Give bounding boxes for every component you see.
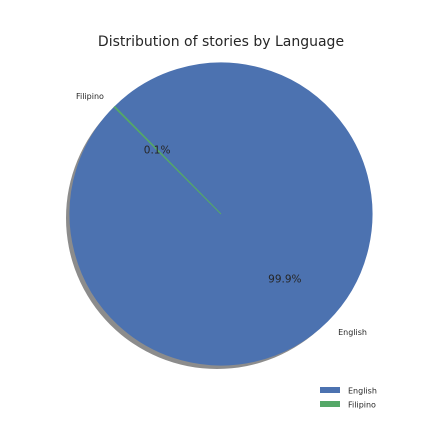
slice-label-filipino: Filipino — [76, 92, 104, 101]
legend-label-filipino: Filipino — [348, 401, 376, 410]
percent-label-english: 99.9% — [268, 273, 301, 285]
legend-swatch-english — [320, 387, 340, 393]
chart-title: Distribution of stories by Language — [98, 34, 344, 50]
legend: English Filipino — [320, 387, 377, 410]
slice-label-english: English — [338, 328, 367, 337]
percent-label-filipino: 0.1% — [144, 145, 171, 157]
pie-slice-english — [69, 62, 373, 366]
legend-swatch-filipino — [320, 401, 340, 407]
pie-slice-filipino — [113, 105, 222, 215]
legend-label-english: English — [348, 387, 377, 396]
